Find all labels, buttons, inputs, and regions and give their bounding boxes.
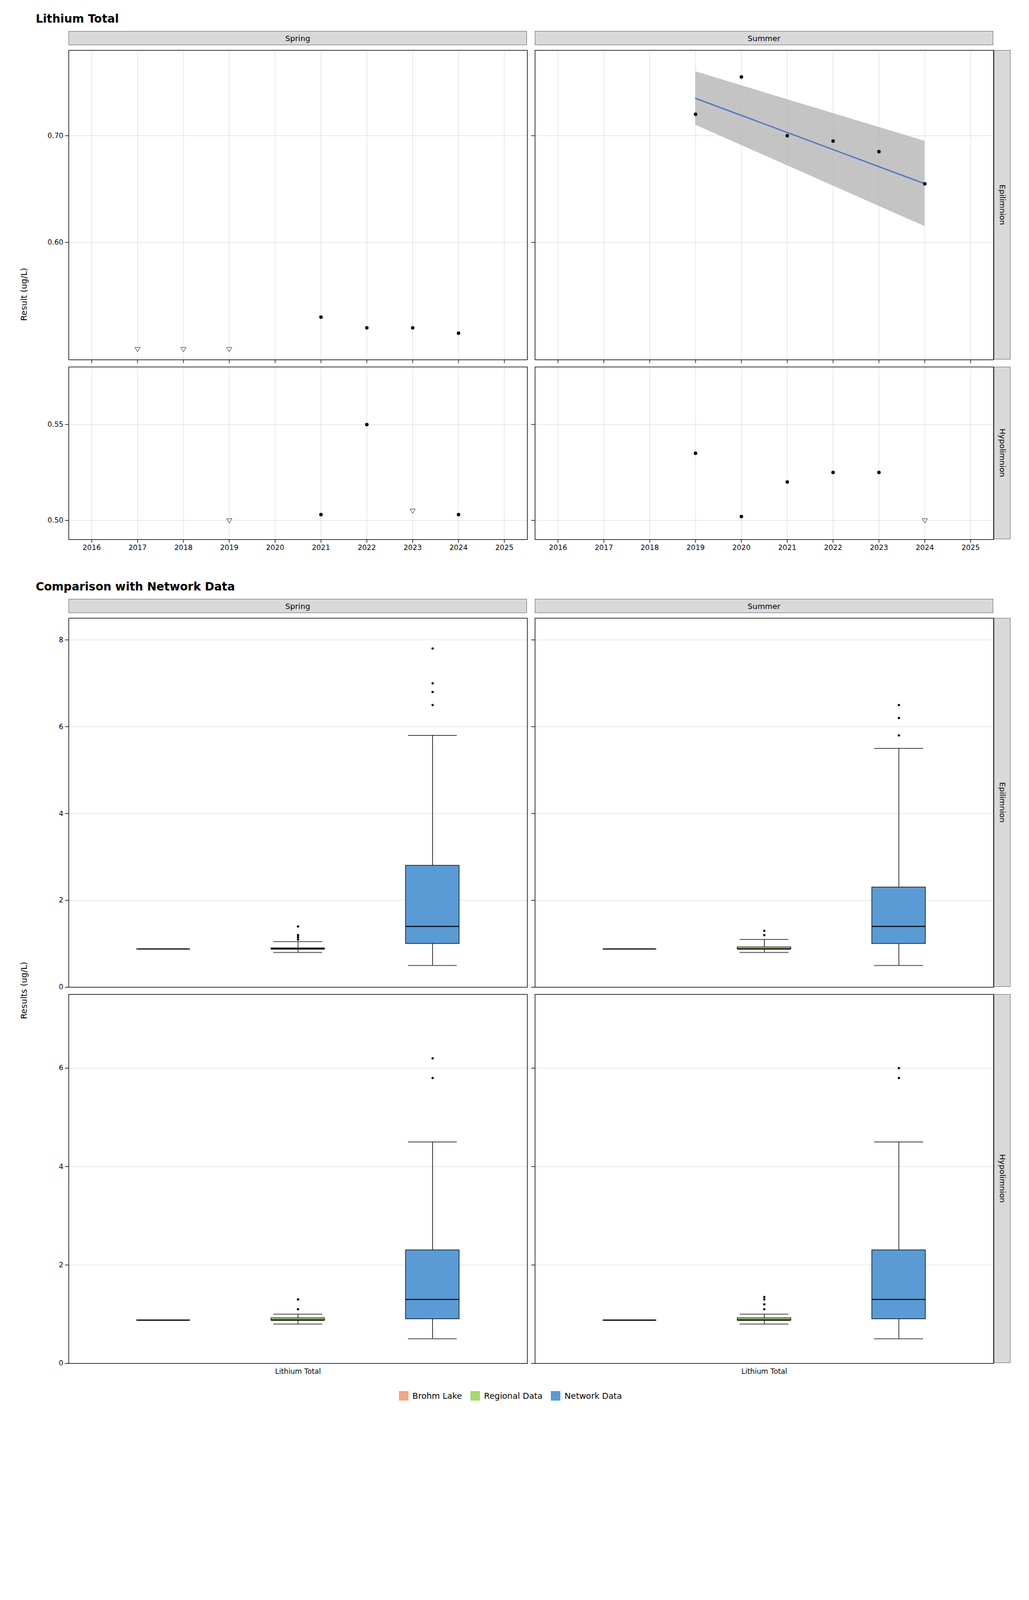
svg-text:2025: 2025 [495, 543, 514, 553]
html-text:Summer: Summer [747, 601, 781, 611]
svg-text:0.70: 0.70 [47, 131, 64, 140]
svg-text:2: 2 [58, 896, 64, 905]
svg-text:2016: 2016 [82, 543, 102, 553]
svg-text:0: 0 [58, 1359, 64, 1368]
html-text:Lithium Total: Lithium Total [35, 11, 119, 26]
svg-text:2020: 2020 [266, 543, 285, 553]
html-text:Result (ug/L): Result (ug/L) [19, 268, 29, 322]
html-text:Summer: Summer [747, 33, 781, 43]
svg-text:2019: 2019 [686, 543, 706, 553]
svg-text:Lithium Total: Lithium Total [275, 1367, 321, 1377]
html-text:Epilimnion: Epilimnion [997, 184, 1007, 226]
html-text:Epilimnion: Epilimnion [997, 782, 1007, 823]
svg-text:6: 6 [58, 1064, 64, 1073]
svg-text:4: 4 [58, 1162, 64, 1172]
svg-text:2022: 2022 [824, 543, 843, 553]
html-text:Comparison with Network Data: Comparison with Network Data [35, 580, 235, 594]
svg-text:Lithium Total: Lithium Total [741, 1367, 788, 1377]
svg-text:0.55: 0.55 [47, 420, 64, 429]
svg-text:2023: 2023 [870, 543, 889, 553]
html-text:Hypolimnion: Hypolimnion [997, 1154, 1007, 1204]
svg-text:2020: 2020 [732, 543, 751, 553]
html-text:Results (ug/L): Results (ug/L) [19, 962, 29, 1020]
svg-text:2019: 2019 [220, 543, 239, 553]
svg-text:0: 0 [58, 983, 64, 991]
svg-text:6: 6 [58, 722, 64, 732]
html-text:Brohm Lake: Brohm Lake [412, 1391, 462, 1401]
html-text:Spring: Spring [285, 601, 311, 611]
svg-text:2022: 2022 [357, 543, 377, 553]
html-text:Regional Data: Regional Data [484, 1391, 543, 1401]
svg-text:2024: 2024 [449, 543, 469, 553]
svg-text:2021: 2021 [778, 543, 797, 553]
html-text:Hypolimnion: Hypolimnion [997, 428, 1007, 478]
svg-text:2018: 2018 [174, 543, 193, 553]
html-text:Network Data: Network Data [564, 1391, 622, 1401]
svg-text:2017: 2017 [128, 543, 148, 553]
svg-text:2018: 2018 [640, 543, 660, 553]
svg-text:0.50: 0.50 [47, 516, 64, 525]
svg-text:2025: 2025 [961, 543, 981, 553]
svg-text:4: 4 [58, 809, 64, 819]
svg-text:2: 2 [58, 1261, 64, 1270]
svg-text:0.60: 0.60 [47, 238, 64, 247]
html-text:Spring: Spring [285, 33, 311, 43]
svg-text:2023: 2023 [403, 543, 423, 553]
svg-text:8: 8 [58, 635, 64, 645]
svg-text:2016: 2016 [549, 543, 568, 553]
svg-text:2024: 2024 [915, 543, 935, 553]
svg-text:2021: 2021 [312, 543, 331, 553]
svg-text:2017: 2017 [594, 543, 614, 553]
